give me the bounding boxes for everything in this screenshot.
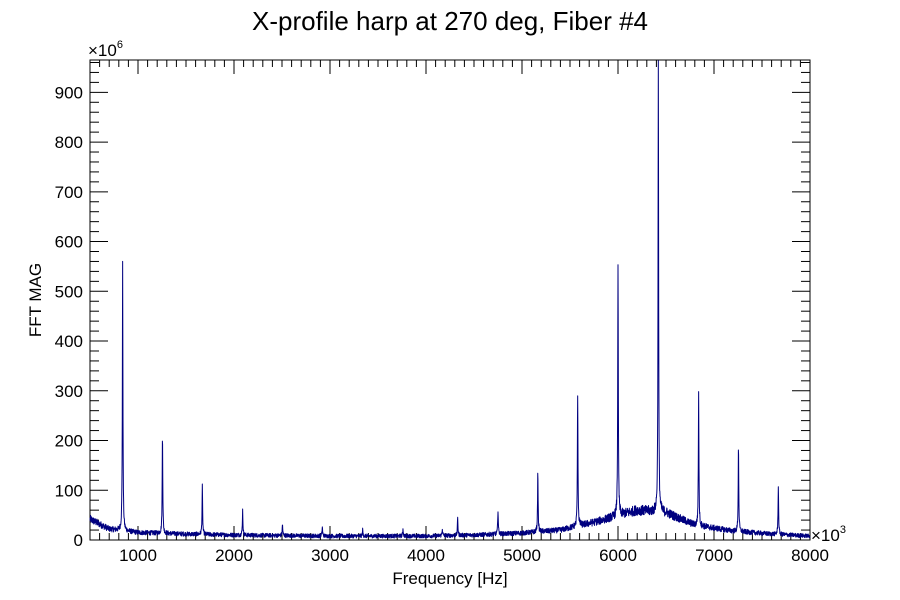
x-tick-label: 4000 [407,546,445,565]
y-tick-label: 200 [55,432,83,451]
y-tick-label: 500 [55,282,83,301]
svg-text:×103: ×103 [811,524,846,545]
y-tick-label: 800 [55,133,83,152]
x-tick-label: 3000 [311,546,349,565]
x-axis-label: Frequency [Hz] [392,569,507,588]
x-tick-label: 5000 [503,546,541,565]
fft-series-line [89,60,811,539]
y-tick-label: 400 [55,332,83,351]
y-axis-label: FFT MAG [26,263,45,337]
x-tick-label: 2000 [215,546,253,565]
x-tick-labels: 1000 2000 3000 4000 5000 6000 7000 8000 [119,546,829,565]
svg-text:×106: ×106 [88,39,123,60]
x-tick-label: 7000 [695,546,733,565]
y-axis-multiplier: ×106 [88,39,123,60]
y-tick-label: 900 [55,83,83,102]
y-tick-label: 300 [55,382,83,401]
x-tick-label: 8000 [791,546,829,565]
x-tick-label: 6000 [599,546,637,565]
axis-ticks [89,60,811,541]
y-tick-label: 100 [55,481,83,500]
chart-title: X-profile harp at 270 deg, Fiber #4 [252,6,648,36]
y-tick-label: 0 [74,531,83,550]
x-tick-label: 1000 [119,546,157,565]
y-tick-label: 600 [55,233,83,252]
y-tick-labels: 0 100 200 300 400 500 600 700 800 900 [55,83,83,550]
x-axis-multiplier: ×103 [811,524,846,545]
plot-frame [89,59,811,541]
y-tick-label: 700 [55,183,83,202]
